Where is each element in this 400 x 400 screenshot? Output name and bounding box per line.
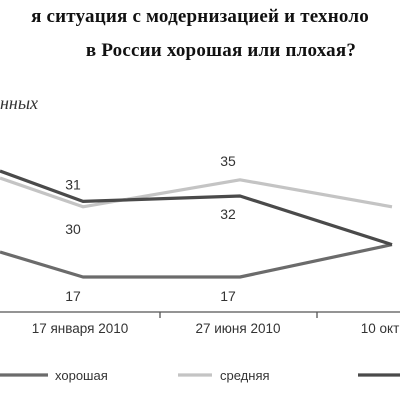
data-label: 30: [65, 221, 81, 237]
data-label: 17: [220, 288, 236, 304]
x-tick-label-layer: 17 января 2010 27 июня 2010 10 окт: [32, 321, 400, 336]
series-line-хорошая: [0, 243, 393, 279]
data-label: 35: [220, 153, 236, 169]
x-tick-label: 27 июня 2010: [196, 321, 281, 336]
legend-label: средняя: [220, 368, 270, 383]
x-tick-label: 17 января 2010: [32, 321, 129, 336]
data-label: 31: [65, 176, 81, 192]
series-layer: [0, 169, 393, 279]
legend: хорошая средняя: [0, 368, 400, 383]
series-line-средняя: [0, 176, 393, 209]
data-label: 17: [65, 288, 81, 304]
y-axis-label: нных: [0, 93, 39, 113]
chart-title-line-1: я ситуация с модернизацией и техноло: [31, 6, 369, 27]
x-tick-label: 10 окт: [361, 321, 400, 336]
series-line-series-2: [0, 169, 393, 247]
data-label-layer: 31 30 35 32 17 17: [65, 153, 236, 304]
chart-title-line-2: в России хорошая или плохая?: [85, 40, 357, 61]
legend-label: хорошая: [55, 368, 108, 383]
data-label: 32: [220, 206, 236, 222]
